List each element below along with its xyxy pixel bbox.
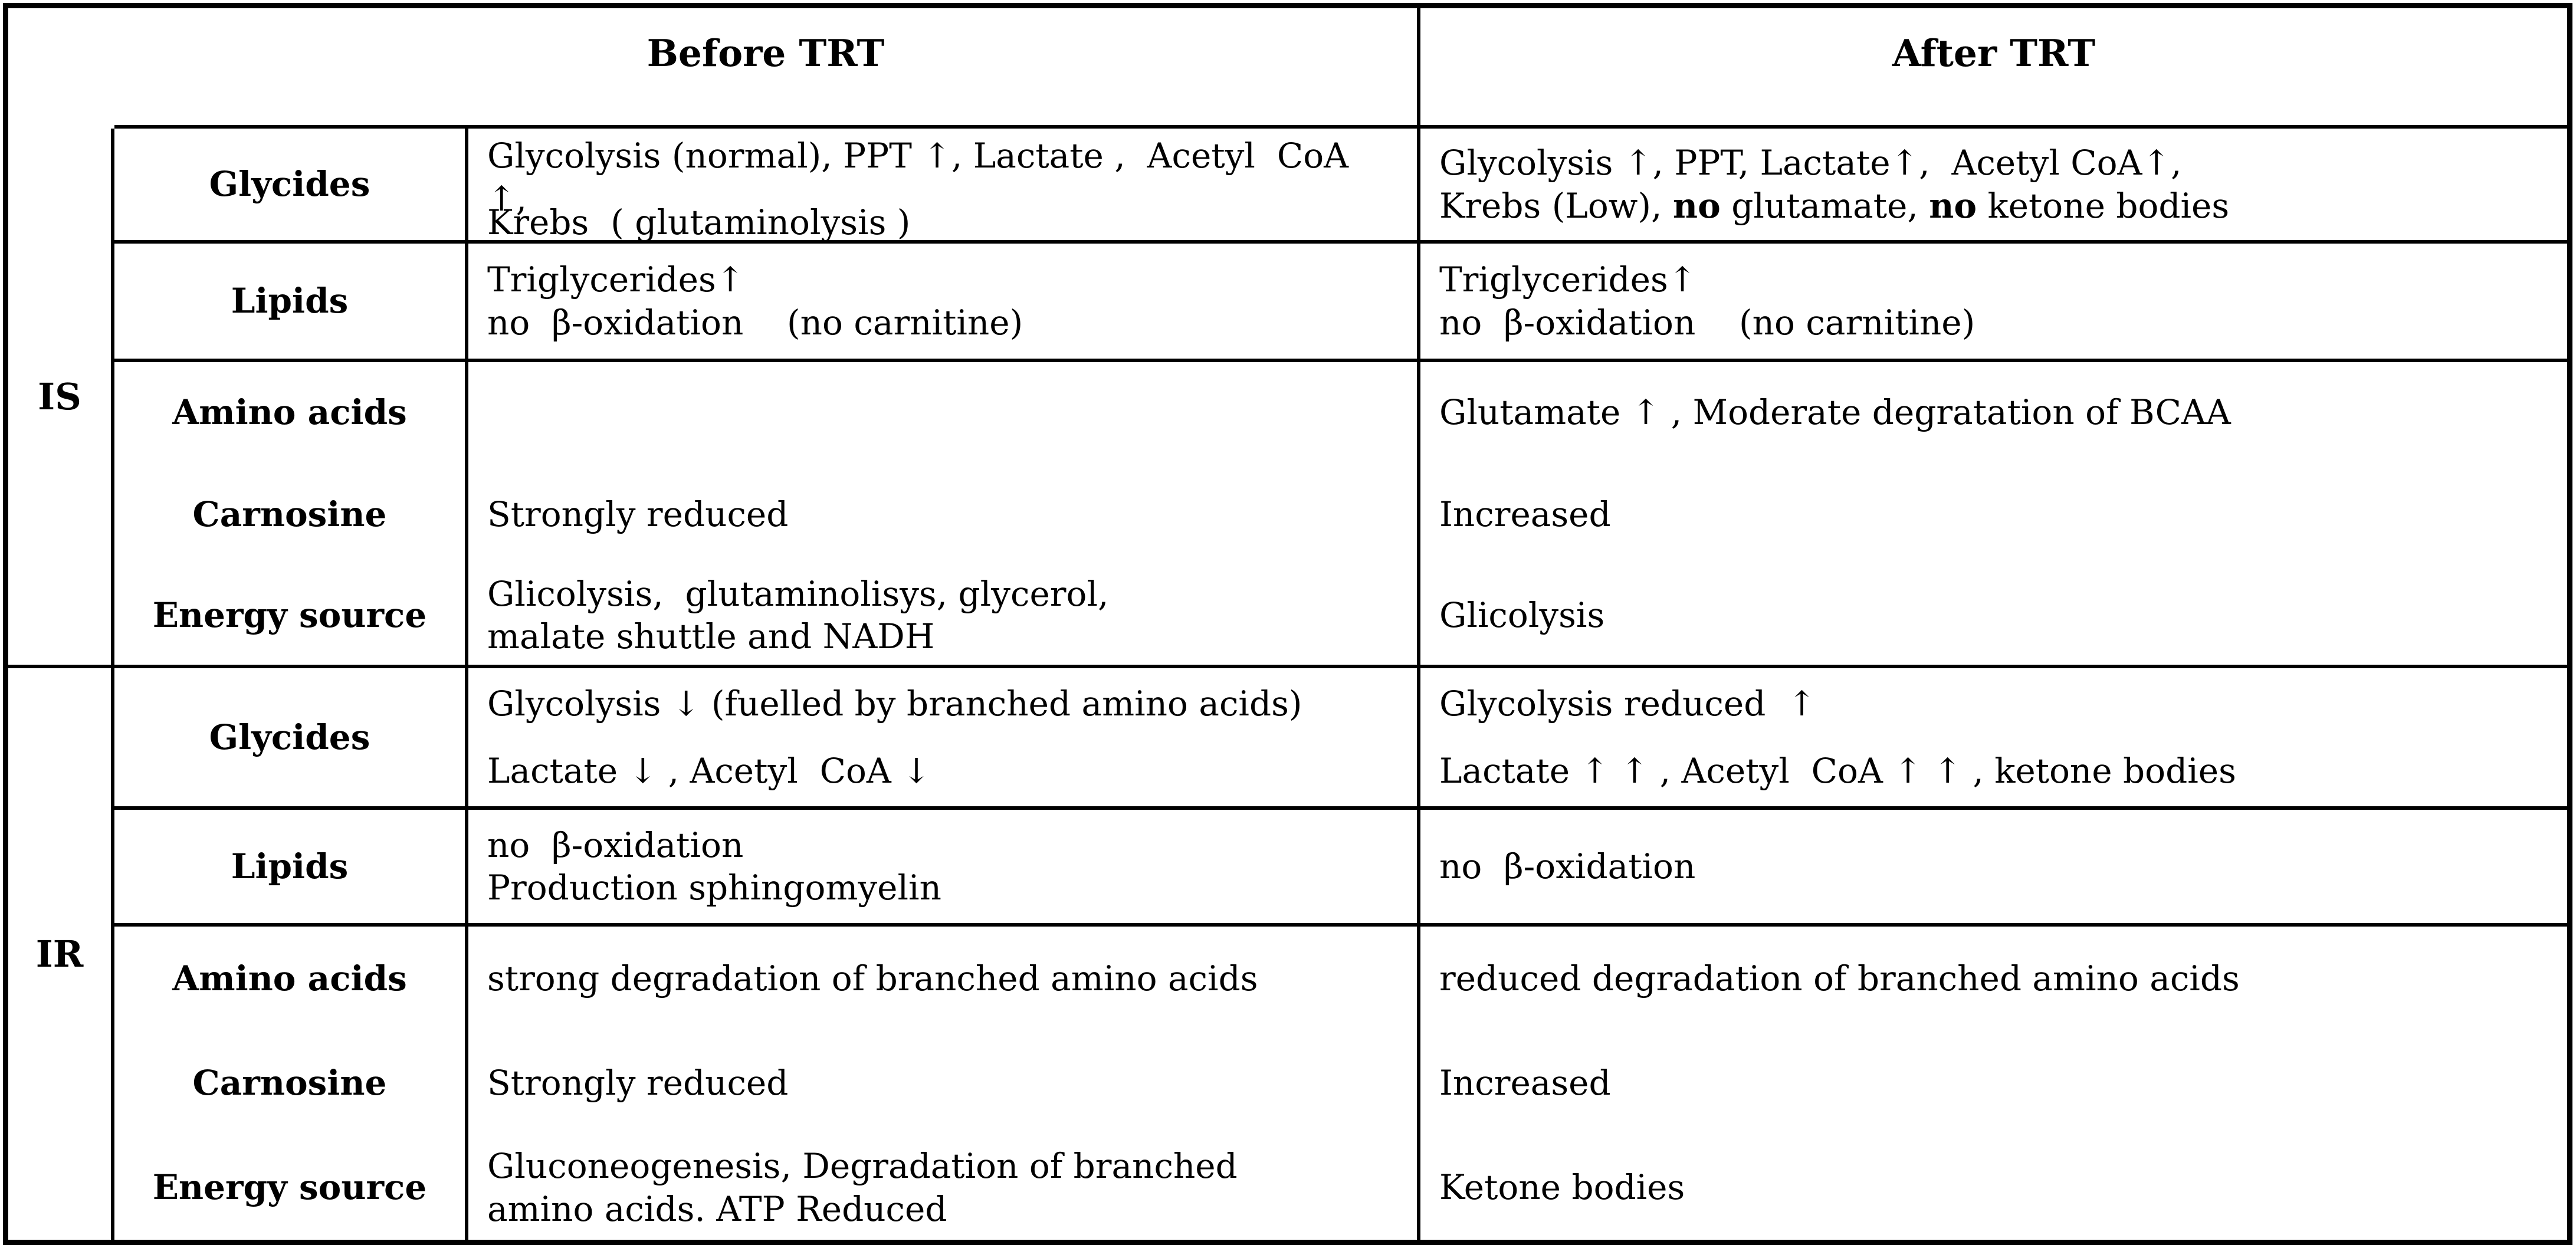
- header-before-trt-label: Before TRT: [647, 31, 885, 75]
- cell-text-line: Increased: [1439, 1063, 1611, 1104]
- header-after-trt-label: After TRT: [1892, 31, 2096, 75]
- cell-text-line: no β-oxidation (no carnitine): [1439, 302, 1976, 343]
- ir-amino-acids-after-cell: reduced degradation of branched amino ac…: [1420, 927, 2567, 1031]
- cell-text-line: Glicolysis: [1439, 595, 1605, 635]
- bold-no: no: [1929, 185, 1977, 226]
- is-lipids-after-cell: Triglycerides↑ no β-oxidation (no carnit…: [1420, 244, 2567, 362]
- is-glycides-row-label: Glycides: [114, 129, 468, 244]
- header-before-trt: Before TRT: [114, 8, 1420, 129]
- trt-comparison-table: Before TRT After TRT IS Glycides Glycoly…: [3, 3, 2572, 1245]
- is-glycides-after-cell: Glycolysis ↑, PPT, Lactate↑, Acetyl CoA↑…: [1420, 129, 2567, 244]
- is-amino-acids-before-cell: [468, 362, 1420, 463]
- ir-carnosine-row-label: Carnosine: [114, 1031, 468, 1135]
- ir-glycides-row-label: Glycides: [114, 668, 468, 810]
- cell-text-line: Ketone bodies: [1439, 1167, 1685, 1208]
- cell-text-line: malate shuttle and NADH: [487, 616, 935, 656]
- is-lipids-before-cell: Triglycerides↑ no β-oxidation (no carnit…: [468, 244, 1420, 362]
- cell-text-line: Gluconeogenesis, Degradation of branched: [487, 1146, 1238, 1186]
- cell-text-line: no β-oxidation (no carnitine): [487, 302, 1023, 343]
- ir-glycides-after-cell: Glycolysis reduced ↑ Lactate ↑ ↑ , Acety…: [1420, 668, 2567, 810]
- cell-text-line: Triglycerides↑: [487, 260, 745, 300]
- cell-text-line: Triglycerides↑: [1439, 260, 1697, 300]
- is-amino-acids-row-label: Amino acids: [114, 362, 468, 463]
- group-label-is: IS: [38, 375, 81, 418]
- is-carnosine-row-label: Carnosine: [114, 463, 468, 566]
- group-label-ir: IR: [35, 932, 84, 976]
- ir-lipids-row-label: Lipids: [114, 810, 468, 927]
- is-energy-source-before-cell: Glicolysis, glutaminolisys, glycerol, ma…: [468, 566, 1420, 668]
- cell-text-line: Lactate ↓ , Acetyl CoA ↓: [487, 750, 931, 791]
- cell-text-line: Glycolysis ↓ (fuelled by branched amino …: [487, 684, 1302, 724]
- ir-energy-source-after-cell: Ketone bodies: [1420, 1135, 2567, 1240]
- ir-carnosine-after-cell: Increased: [1420, 1031, 2567, 1135]
- header-corner-cell: [8, 8, 114, 129]
- ir-lipids-before-cell: no β-oxidation Production sphingomyelin: [468, 810, 1420, 927]
- header-after-trt: After TRT: [1420, 8, 2567, 129]
- cell-text-line: Glycolysis (normal), PPT ↑, Lactate , Ac…: [487, 136, 1360, 219]
- cell-text-line: Glycolysis reduced ↑: [1439, 684, 1816, 724]
- cell-text-line: amino acids. ATP Reduced: [487, 1188, 947, 1229]
- cell-text-line: Lactate ↑ ↑ , Acetyl CoA ↑ ↑ , ketone bo…: [1439, 750, 2236, 791]
- cell-text-line: Strongly reduced: [487, 494, 789, 534]
- cell-text-line: Increased: [1439, 494, 1611, 534]
- ir-amino-acids-before-cell: strong degradation of branched amino aci…: [468, 927, 1420, 1031]
- ir-energy-source-before-cell: Gluconeogenesis, Degradation of branched…: [468, 1135, 1420, 1240]
- ir-glycides-before-cell: Glycolysis ↓ (fuelled by branched amino …: [468, 668, 1420, 810]
- ir-carnosine-before-cell: Strongly reduced: [468, 1031, 1420, 1135]
- is-lipids-row-label: Lipids: [114, 244, 468, 362]
- is-glycides-before-cell: Glycolysis (normal), PPT ↑, Lactate , Ac…: [468, 129, 1420, 244]
- ir-amino-acids-row-label: Amino acids: [114, 927, 468, 1031]
- is-carnosine-before-cell: Strongly reduced: [468, 463, 1420, 566]
- cell-text-line: Glutamate ↑ , Moderate degratation of BC…: [1439, 392, 2231, 433]
- cell-text-line: Glicolysis, glutaminolisys, glycerol,: [487, 573, 1109, 614]
- is-amino-acids-after-cell: Glutamate ↑ , Moderate degratation of BC…: [1420, 362, 2567, 463]
- ir-energy-source-row-label: Energy source: [114, 1135, 468, 1240]
- cell-text-line: no β-oxidation: [1439, 846, 1696, 886]
- cell-text-line: Production sphingomyelin: [487, 868, 941, 908]
- cell-text-line: Krebs (Low), no glutamate, no ketone bod…: [1439, 185, 2230, 226]
- is-energy-source-after-cell: Glicolysis: [1420, 566, 2567, 668]
- bold-no: no: [1672, 185, 1721, 226]
- is-energy-source-row-label: Energy source: [114, 566, 468, 668]
- ir-lipids-after-cell: no β-oxidation: [1420, 810, 2567, 927]
- group-cell-ir: IR: [8, 668, 114, 1240]
- cell-text-line: Glycolysis ↑, PPT, Lactate↑, Acetyl CoA↑…: [1439, 143, 2182, 183]
- cell-text-line: strong degradation of branched amino aci…: [487, 958, 1258, 999]
- group-cell-is: IS: [8, 129, 114, 668]
- cell-text-line: Krebs ( glutaminolysis ): [487, 202, 911, 242]
- is-carnosine-after-cell: Increased: [1420, 463, 2567, 566]
- cell-text-line: Strongly reduced: [487, 1063, 789, 1104]
- cell-text-line: reduced degradation of branched amino ac…: [1439, 958, 2240, 999]
- cell-text-line: no β-oxidation: [487, 825, 744, 865]
